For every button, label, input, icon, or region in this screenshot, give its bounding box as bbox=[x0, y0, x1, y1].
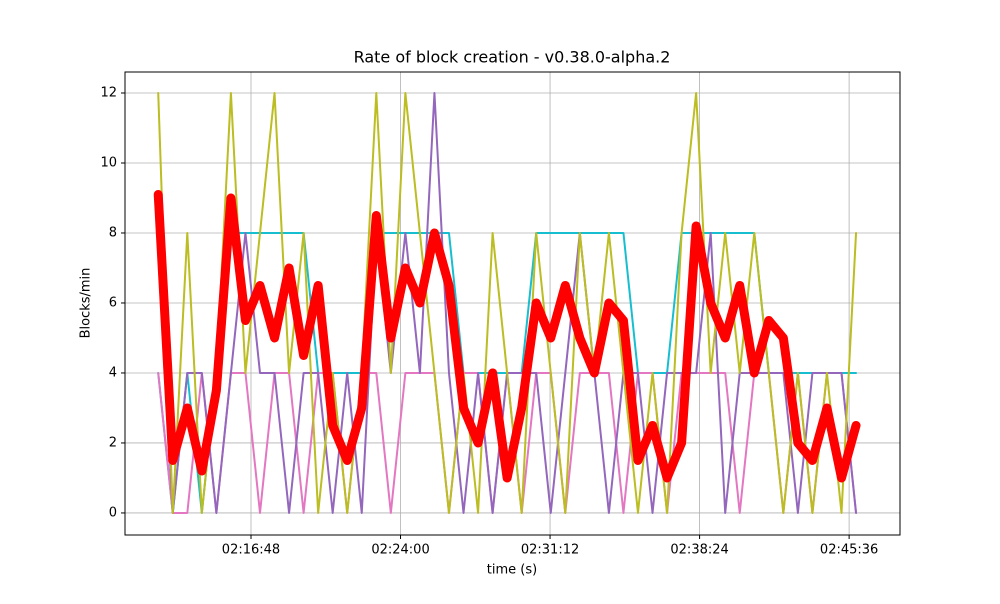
x-tick-label: 02:24:00 bbox=[371, 543, 429, 558]
chart-title: Rate of block creation - v0.38.0-alpha.2 bbox=[354, 48, 671, 67]
y-tick-label: 4 bbox=[109, 365, 117, 380]
x-tick-label: 02:31:12 bbox=[521, 543, 579, 558]
y-tick-label: 10 bbox=[100, 155, 117, 170]
x-axis-label: time (s) bbox=[487, 563, 537, 578]
y-tick-label: 6 bbox=[109, 295, 117, 310]
series-line bbox=[153, 189, 861, 483]
y-axis-label: Blocks/min bbox=[79, 268, 94, 339]
y-tick-label: 12 bbox=[100, 85, 117, 100]
x-tick-label: 02:45:36 bbox=[820, 543, 878, 558]
x-tick-label: 02:38:24 bbox=[670, 543, 728, 558]
x-tick-label: 02:16:48 bbox=[222, 543, 280, 558]
y-tick-label: 8 bbox=[109, 225, 117, 240]
series-line bbox=[157, 91, 858, 514]
plot-frame bbox=[124, 71, 901, 536]
y-tick-label: 0 bbox=[109, 505, 117, 520]
y-tick-label: 2 bbox=[109, 435, 117, 450]
